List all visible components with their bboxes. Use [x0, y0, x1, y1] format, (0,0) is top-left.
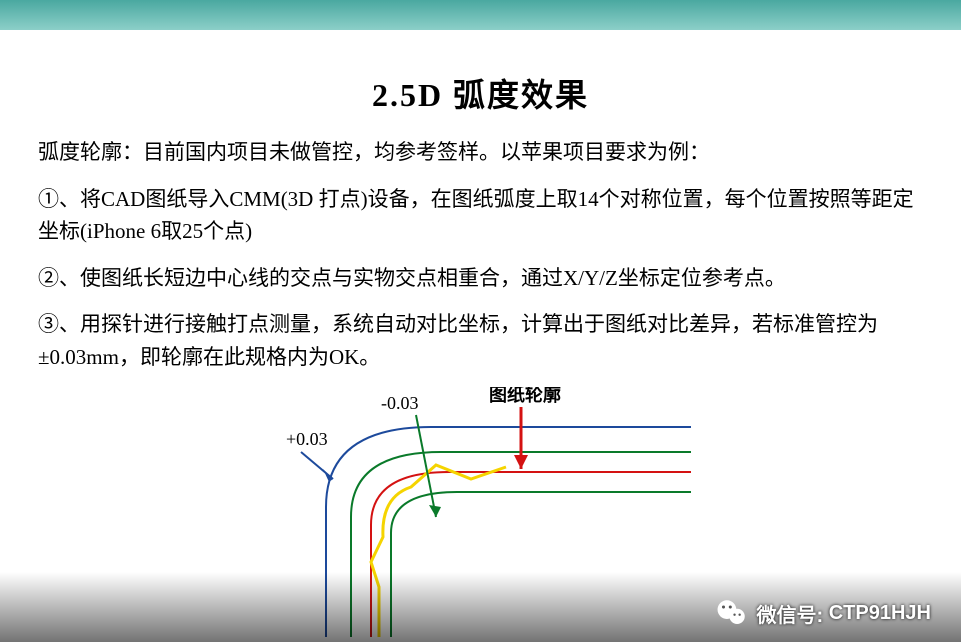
outer-label: +0.03: [286, 429, 328, 449]
tolerance-diagram: +0.03 -0.03 图纸轮廓: [271, 387, 691, 637]
header-bar: [0, 0, 961, 30]
wechat-footer: 微信号: CTP91HJH: [715, 596, 932, 630]
wechat-id: CTP91HJH: [829, 602, 931, 625]
step-3: ③、用探针进行接触打点测量，系统自动对比坐标，计算出于图纸对比差异，若标准管控为…: [38, 308, 923, 373]
step-2: ②、使图纸长短边中心线的交点与实物交点相重合，通过X/Y/Z坐标定位参考点。: [38, 262, 923, 295]
title-arrow-head: [514, 455, 528, 469]
wechat-label: 微信号:: [757, 599, 824, 628]
step-1: ①、将CAD图纸导入CMM(3D 打点)设备，在图纸弧度上取14个对称位置，每个…: [38, 183, 923, 248]
intro-text: 弧度轮廓：目前国内项目未做管控，均参考签样。以苹果项目要求为例：: [38, 136, 923, 169]
wechat-icon: [715, 596, 749, 630]
mid-arrow-head: [429, 505, 441, 517]
mid-label: -0.03: [381, 393, 419, 413]
body-content: 弧度轮廓：目前国内项目未做管控，均参考签样。以苹果项目要求为例： ①、将CAD图…: [0, 116, 961, 373]
diagram-title-label: 图纸轮廓: [489, 387, 561, 405]
page-title: 2.5D 弧度效果: [0, 70, 961, 116]
slide-page: 2.5D 弧度效果 弧度轮廓：目前国内项目未做管控，均参考签样。以苹果项目要求为…: [0, 0, 961, 642]
outer-tolerance-curve: [326, 427, 691, 637]
